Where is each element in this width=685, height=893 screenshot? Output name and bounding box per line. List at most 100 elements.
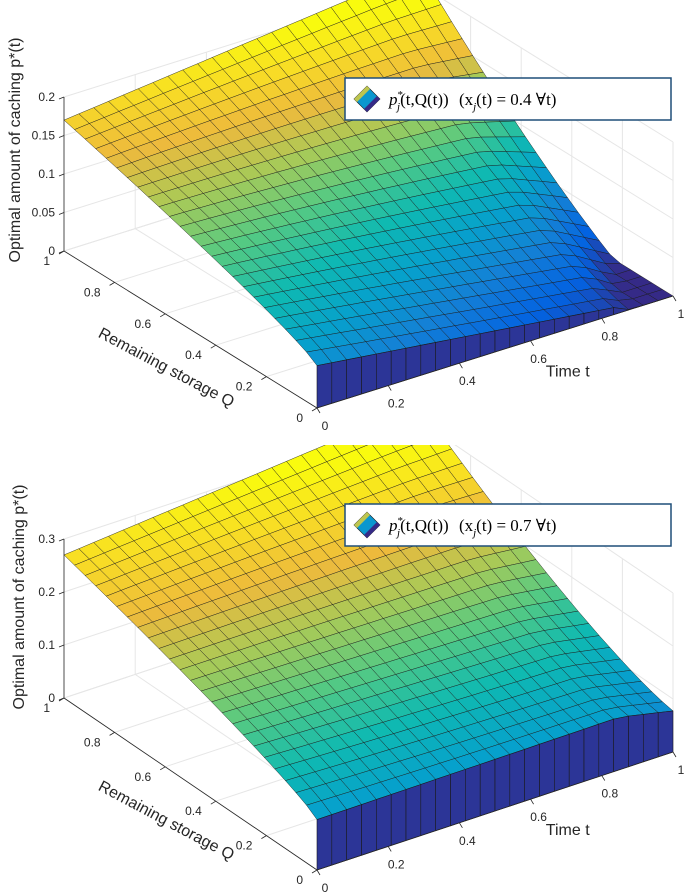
surface-wall-patch (539, 738, 555, 797)
y-tick-mark (261, 376, 267, 380)
y-tick-label: 0.2 (236, 839, 253, 853)
y-tick-label: 0.6 (135, 770, 152, 784)
legend-sup: * (398, 515, 404, 527)
surface-wall-patch (583, 723, 600, 782)
legend-swatch-icon (353, 85, 381, 113)
z-axis-title: Optimal amount of caching p*(t) (7, 38, 24, 263)
z-tick-mark (58, 538, 65, 542)
y-tick-mark (210, 800, 217, 805)
legend-swatch-shadow (364, 96, 380, 112)
x-tick-label: 0.4 (459, 834, 476, 848)
surface-wall-patch (375, 350, 392, 390)
y-axis-title: Remaining storage Q (95, 325, 236, 411)
surface-wall-patch (316, 814, 333, 871)
legend-box (344, 503, 672, 547)
surface-wall-patch (450, 336, 466, 367)
surface-wall-patch (539, 318, 555, 339)
x-axis-line (316, 295, 674, 409)
x-tick-label: 0.2 (388, 857, 405, 871)
z-tick-mark (58, 250, 65, 254)
surface-mesh (63, 0, 674, 366)
x-tick-mark (530, 340, 534, 347)
x-tick-label: 0.4 (459, 374, 476, 388)
x-tick-mark (672, 295, 677, 302)
z-tick-mark (58, 591, 65, 595)
surface-wall-patch (435, 773, 451, 832)
x-tick-label: 0.6 (530, 810, 547, 824)
y-tick-mark (159, 766, 166, 771)
x-tick-label: 0.8 (601, 787, 618, 801)
x-axis-title: Time t (546, 364, 590, 381)
y-tick-label: 0.8 (84, 735, 101, 749)
y-tick-label: 0.4 (185, 348, 202, 362)
z-tick-mark (58, 173, 65, 177)
legend-sup: * (398, 89, 404, 101)
x-tick-mark (316, 869, 321, 876)
y-tick-label: 0.4 (185, 804, 202, 818)
y-tick-label: 0.8 (84, 285, 101, 299)
z-tick-mark (58, 96, 65, 100)
z-tick-label: 0 (48, 244, 55, 258)
z-tick-label: 0.05 (32, 206, 56, 220)
surface-wall-patch (598, 718, 615, 778)
z-tick-mark (58, 644, 65, 648)
x-tick-label: 0 (322, 419, 329, 433)
y-tick-label: 0.6 (135, 317, 152, 331)
x-tick-mark (672, 751, 677, 758)
legend: p* j(t,Q(t)) (xj(t) = 0.4 ∀t) (344, 77, 672, 121)
x-tick-label: 1 (678, 307, 685, 321)
x-tick-label: 0.8 (601, 329, 618, 343)
legend-cond-open: (x (455, 516, 474, 535)
legend-sub: j (395, 527, 400, 539)
x-tick-label: 0.2 (388, 397, 405, 411)
z-tick-mark (58, 697, 65, 701)
x-axis-line (316, 751, 674, 871)
legend-args: (t,Q(t)) (400, 90, 449, 109)
surface-wall-patch (642, 712, 659, 763)
surface-front-wall (316, 710, 674, 871)
surface-wall-patch (316, 362, 333, 409)
surface-wall-patch (405, 344, 422, 381)
y-tick-mark (311, 407, 318, 412)
z-tick-mark (58, 135, 65, 138)
legend-swatch-highlight (354, 86, 370, 102)
x-tick-mark (601, 318, 606, 324)
x-tick-mark (387, 385, 392, 391)
surface-wall-patch (331, 809, 348, 866)
surface-chart-top: 00.20.40.60.8100.20.40.60.8100.050.10.15… (7, 0, 685, 433)
legend-symbol: p (388, 90, 398, 109)
surface-wall-patch (331, 359, 348, 404)
surface-wall-patch (613, 715, 629, 773)
surface-wall-patch (375, 794, 392, 851)
surface-wall-patch (524, 321, 540, 344)
z-tick-label: 0.1 (38, 167, 55, 181)
x-tick-label: 1 (678, 763, 685, 777)
surface-wall-patch (346, 804, 362, 861)
surface-wall-patch (390, 347, 407, 386)
legend-cond-rest: (t) = 0.7 ∀t) (476, 516, 556, 535)
surface-wall-patch (346, 356, 362, 400)
legend-swatch-icon (353, 511, 381, 539)
y-tick-label: 0 (296, 411, 303, 425)
surface-wall-patch (420, 342, 437, 376)
z-tick-label: 0.15 (32, 129, 56, 143)
y-tick-label: 0 (296, 873, 303, 887)
surface-wall-patch (390, 789, 407, 846)
x-axis-title: Time t (546, 822, 590, 839)
surface-wall-patch (509, 748, 526, 807)
surface-front-wall (316, 295, 674, 409)
legend-box (344, 77, 672, 121)
legend-swatch-shadow (364, 522, 380, 538)
z-tick-label: 0.2 (38, 585, 55, 599)
legend-label: p* j(t,Q(t)) (xj(t) = 0.4 ∀t) (388, 89, 556, 113)
y-tick-mark (311, 869, 318, 874)
surface-wall-patch (494, 753, 511, 812)
y-tick-mark (109, 282, 115, 286)
y-tick-label: 1 (43, 701, 50, 715)
surface-wall-patch (553, 733, 570, 792)
x-tick-mark (530, 798, 534, 805)
surface-wall-patch (361, 353, 377, 395)
z-axis-title: Optimal amount of caching p*(t) (11, 485, 28, 710)
x-tick-mark (459, 822, 463, 829)
